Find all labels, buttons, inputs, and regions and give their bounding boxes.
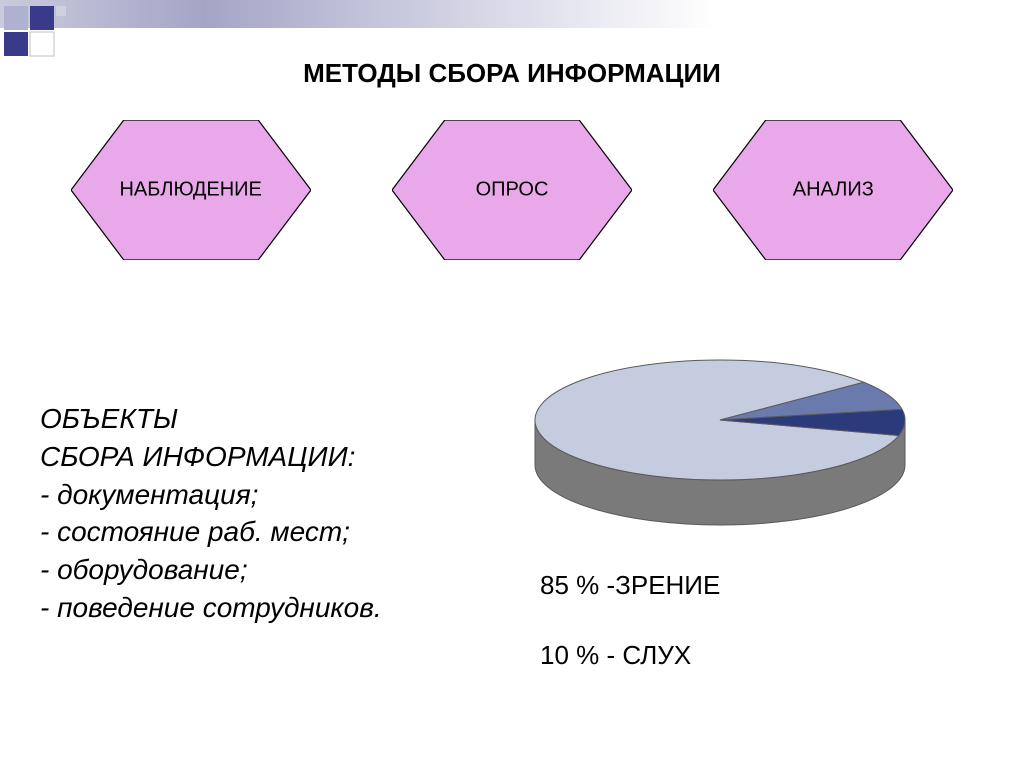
- stat-vision: 85 % -ЗРЕНИЕ: [540, 570, 720, 601]
- objects-item: - состояние раб. мест;: [40, 513, 382, 551]
- page-title: МЕТОДЫ СБОРА ИНФОРМАЦИИ: [0, 58, 1024, 89]
- objects-item: - поведение сотрудников.: [40, 589, 382, 627]
- hexagon-analysis: АНАЛИЗ: [713, 120, 953, 260]
- objects-item: - документация;: [40, 476, 382, 514]
- pie-chart: [520, 330, 940, 555]
- objects-header-1: ОБЪЕКТЫ: [40, 400, 382, 438]
- header-gradient: [0, 0, 1024, 28]
- objects-item: - оборудование;: [40, 551, 382, 589]
- hexagon-observation: НАБЛЮДЕНИЕ: [71, 120, 311, 260]
- objects-block: ОБЪЕКТЫ СБОРА ИНФОРМАЦИИ: - документация…: [40, 400, 382, 627]
- objects-header-2: СБОРА ИНФОРМАЦИИ:: [40, 438, 382, 476]
- hexagon-label: ОПРОС: [476, 179, 549, 202]
- hexagon-survey: ОПРОС: [392, 120, 632, 260]
- hexagon-label: НАБЛЮДЕНИЕ: [119, 179, 261, 202]
- hexagon-label: АНАЛИЗ: [793, 179, 874, 202]
- hexagon-row: НАБЛЮДЕНИЕ ОПРОС АНАЛИЗ: [0, 120, 1024, 260]
- stat-hearing: 10 % - СЛУХ: [540, 640, 691, 671]
